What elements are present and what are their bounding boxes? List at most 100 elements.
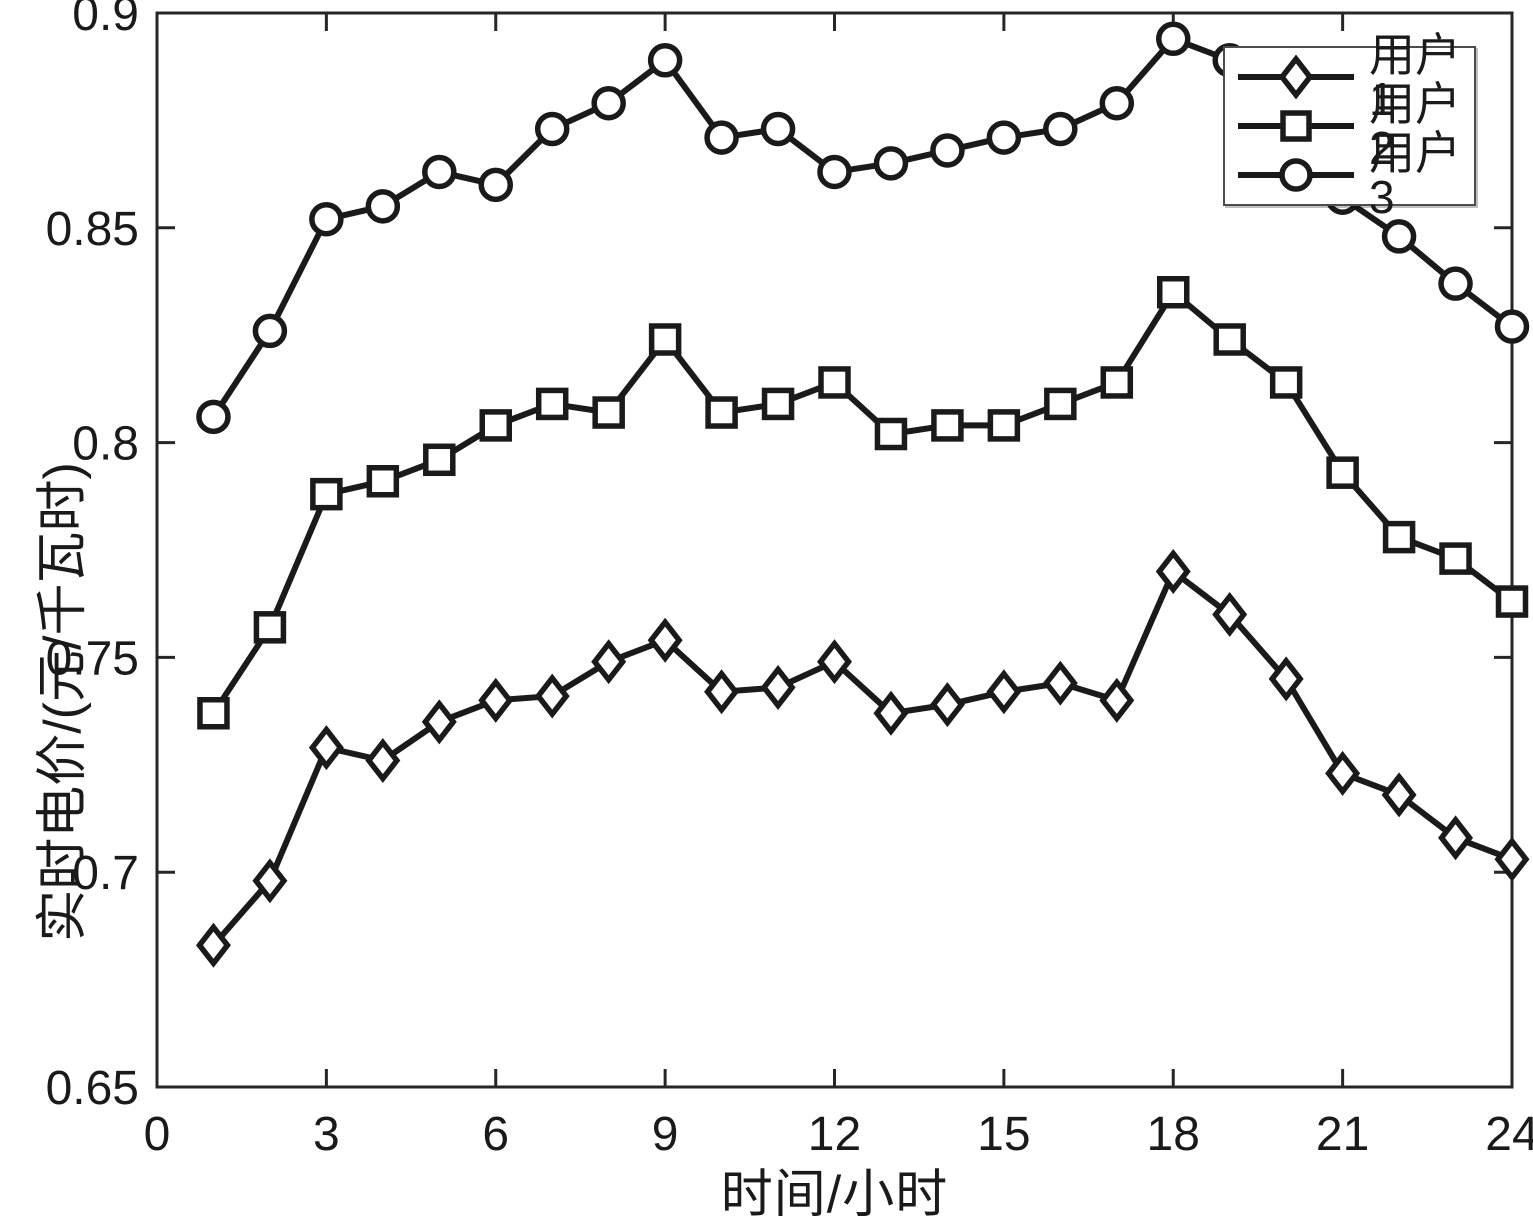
y-tick-label: 0.8 bbox=[72, 418, 139, 471]
x-tick-label: 15 bbox=[977, 1108, 1030, 1161]
series-2-marker bbox=[310, 477, 343, 511]
series-1-marker bbox=[308, 725, 344, 771]
y-tick-label: 0.75 bbox=[46, 632, 139, 685]
series-2-marker bbox=[874, 417, 908, 451]
series-1-marker bbox=[591, 639, 627, 685]
series-1-marker bbox=[478, 677, 514, 723]
x-tick-label: 18 bbox=[1147, 1108, 1200, 1161]
series-2-marker bbox=[1044, 387, 1077, 421]
x-tick-label: 12 bbox=[808, 1108, 861, 1161]
series-3-marker bbox=[1043, 111, 1078, 147]
series-1-marker bbox=[1494, 836, 1530, 882]
series-3-marker bbox=[986, 120, 1022, 155]
x-tick-label: 21 bbox=[1316, 1108, 1369, 1161]
series-2-marker bbox=[818, 366, 851, 399]
series-2-marker bbox=[423, 443, 456, 477]
series-3-marker bbox=[534, 111, 570, 147]
series-2-marker bbox=[253, 611, 287, 644]
legend-item-user1: 用户1 bbox=[1225, 32, 1474, 122]
series-2-marker bbox=[987, 409, 1021, 442]
legend-item-user3: 用户3 bbox=[1225, 130, 1474, 220]
series-3-marker bbox=[930, 133, 965, 168]
series-3-marker bbox=[647, 43, 683, 78]
legend: 用户1 用户2 用户3 bbox=[1223, 32, 1476, 220]
series-2-line bbox=[210, 289, 1514, 715]
series-2-marker bbox=[1269, 366, 1303, 399]
series-2-marker bbox=[1157, 275, 1190, 309]
series-1-marker bbox=[704, 669, 740, 715]
series-3-marker bbox=[1381, 219, 1417, 254]
legend-item-user2: 用户2 bbox=[1225, 81, 1474, 171]
x-tick-label: 9 bbox=[652, 1108, 679, 1161]
series-1-line bbox=[211, 568, 1514, 948]
series-1-marker bbox=[817, 639, 852, 685]
series-2-marker bbox=[705, 396, 738, 429]
y-tick-label: 0.9 bbox=[72, 0, 139, 41]
series-1-marker bbox=[421, 699, 457, 745]
series-2-marker bbox=[648, 323, 682, 356]
series-3-marker bbox=[422, 154, 457, 190]
series-2-marker bbox=[931, 409, 964, 442]
series-1-marker bbox=[1268, 656, 1304, 702]
series-3-marker bbox=[478, 167, 513, 203]
series-1-marker bbox=[365, 738, 401, 783]
series-2-marker bbox=[366, 465, 400, 498]
series-2-marker bbox=[535, 387, 569, 421]
series-1-marker bbox=[873, 690, 909, 736]
y-tick-label: 0.85 bbox=[46, 203, 139, 256]
series-1-marker bbox=[252, 858, 288, 904]
series-3-marker bbox=[1494, 309, 1530, 344]
series-3-marker bbox=[760, 111, 796, 147]
series-1-marker bbox=[1438, 815, 1474, 861]
series-2-marker bbox=[592, 396, 625, 429]
series-3-marker bbox=[309, 201, 344, 237]
series-2-marker bbox=[1100, 366, 1134, 399]
series-3-marker bbox=[196, 399, 231, 435]
square-marker-icon bbox=[1238, 110, 1354, 142]
series-3-marker bbox=[591, 85, 626, 121]
series-1-marker bbox=[647, 617, 683, 663]
y-axis-label: 实时电价/(元/千瓦时) bbox=[34, 462, 92, 942]
x-axis-label: 时间/小时 bbox=[720, 1166, 949, 1216]
series-3-marker bbox=[1099, 85, 1135, 121]
series-2-marker bbox=[1326, 456, 1359, 489]
series-1-marker bbox=[195, 922, 231, 968]
series-3-marker bbox=[365, 189, 401, 224]
legend-item-label: 用户2 bbox=[1369, 77, 1461, 174]
series-3-marker bbox=[817, 154, 852, 190]
series-2-marker bbox=[1495, 585, 1529, 618]
diamond-marker-icon bbox=[1238, 54, 1354, 99]
series-2-marker bbox=[197, 696, 230, 730]
x-tick-label: 3 bbox=[313, 1108, 340, 1161]
series-2-marker bbox=[1382, 520, 1416, 554]
series-1-marker bbox=[1325, 750, 1361, 796]
series-2-marker bbox=[479, 409, 512, 442]
series-1-marker bbox=[986, 669, 1022, 715]
series-1-marker bbox=[1155, 549, 1191, 594]
series-3-marker bbox=[1438, 266, 1473, 301]
series-2-marker bbox=[1439, 542, 1472, 575]
series-1-marker bbox=[1212, 591, 1248, 637]
y-tick-label: 0.65 bbox=[46, 1062, 139, 1115]
series-3-marker bbox=[252, 313, 288, 349]
series-3-marker bbox=[704, 120, 739, 155]
legend-item-label: 用户3 bbox=[1369, 127, 1461, 224]
legend-item-label: 用户1 bbox=[1369, 28, 1461, 125]
series-2-marker bbox=[1213, 323, 1246, 356]
series-1-marker bbox=[1042, 660, 1078, 706]
series-1-marker bbox=[760, 664, 796, 710]
series-2-marker bbox=[761, 387, 795, 421]
x-tick-label: 6 bbox=[482, 1108, 509, 1161]
x-tick-label: 0 bbox=[144, 1108, 171, 1161]
y-tick-label: 0.7 bbox=[72, 847, 139, 900]
series-3-marker bbox=[1156, 21, 1191, 57]
series-1-marker bbox=[929, 682, 965, 728]
series-1-marker bbox=[1381, 772, 1417, 818]
circle-marker-icon bbox=[1238, 158, 1354, 193]
series-1-marker bbox=[534, 673, 570, 719]
series-3-marker bbox=[873, 146, 909, 181]
x-tick-label: 24 bbox=[1485, 1108, 1533, 1161]
series-1-marker bbox=[1099, 677, 1135, 723]
